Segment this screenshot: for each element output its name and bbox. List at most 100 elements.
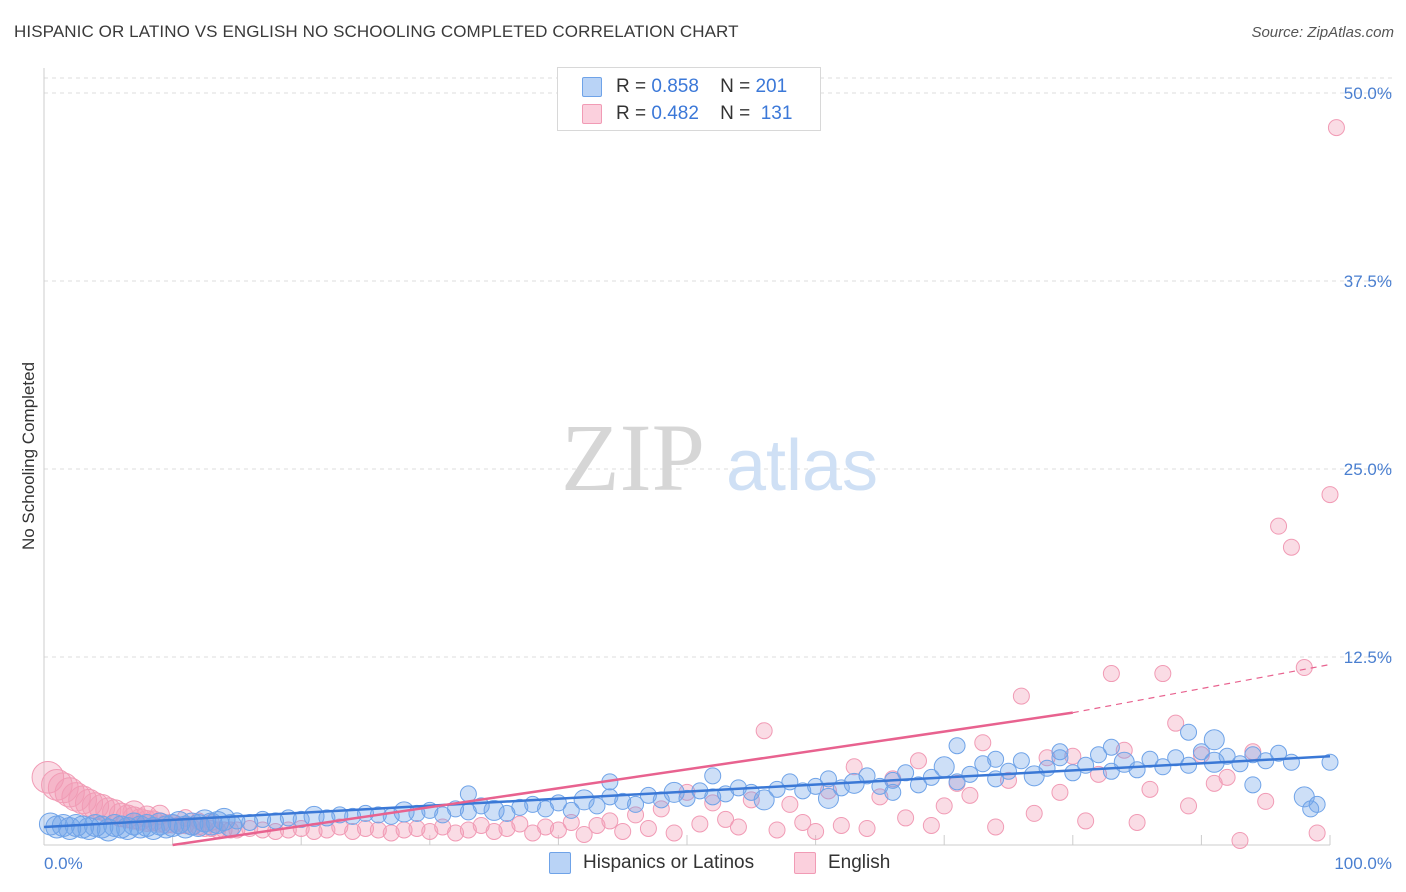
legend-r-value: 0.482 <box>651 103 699 124</box>
english-point <box>408 819 426 837</box>
english-point <box>974 734 992 752</box>
watermark: ZIP atlas <box>561 404 878 511</box>
english-point <box>1077 812 1095 830</box>
hispanic-point <box>562 801 580 819</box>
series-legend-blue-label: Hispanics or Latinos <box>583 852 755 873</box>
hispanic-point <box>987 750 1005 768</box>
english-point <box>639 819 657 837</box>
hispanic-point <box>961 765 979 783</box>
grid-lines <box>44 77 1392 658</box>
hispanic-point <box>974 755 992 773</box>
hispanic-point <box>704 767 722 785</box>
english-point <box>537 818 555 836</box>
hispanic-point <box>38 812 62 836</box>
hispanic-point <box>1321 753 1339 771</box>
english-point <box>511 815 529 833</box>
english-point <box>1128 813 1146 831</box>
hispanic-point <box>1218 747 1236 765</box>
hispanic-point <box>909 776 927 794</box>
english-point <box>1295 659 1313 677</box>
english-point <box>922 816 940 834</box>
hispanic-point <box>948 737 966 755</box>
hispanic-point <box>1244 776 1262 794</box>
hispanic-point <box>1012 752 1030 770</box>
blue-legend-swatch <box>549 852 571 874</box>
english-point <box>858 819 876 837</box>
hispanic-point <box>58 816 82 840</box>
english-point <box>88 794 116 821</box>
hispanic-point <box>122 812 146 836</box>
hispanic-point <box>292 810 310 828</box>
hispanic-point <box>704 788 722 806</box>
x-tick-label: 0.0% <box>44 854 83 873</box>
english-point <box>1102 665 1120 683</box>
hispanic-point <box>148 812 172 836</box>
english-point <box>665 824 683 842</box>
series-legend-blue[interactable]: Hispanics or Latinos <box>549 852 754 874</box>
english-point <box>421 822 439 840</box>
english-point <box>781 795 799 813</box>
english-point <box>755 722 773 740</box>
correlation-legend: R = 0.858 N = 201 R = 0.482 N = 131 <box>557 67 821 131</box>
hispanic-point <box>1192 743 1210 761</box>
y-axis-label: No Schooling Completed <box>19 362 38 550</box>
hispanic-point <box>1064 764 1082 782</box>
english-point <box>498 819 516 837</box>
english-point <box>601 812 619 830</box>
hispanic-point <box>588 797 606 815</box>
hispanic-point <box>1051 749 1069 767</box>
english-point <box>1282 538 1300 556</box>
hispanic-point <box>1000 762 1017 780</box>
hispanic-trend-line <box>43 755 1331 829</box>
watermark-atlas: atlas <box>726 426 878 506</box>
english-point <box>1064 747 1082 765</box>
english-point <box>1321 486 1339 504</box>
series-legend-pink[interactable]: English <box>794 852 890 874</box>
hispanic-point <box>1270 744 1288 762</box>
series-legend: Hispanics or Latinos English <box>0 852 1406 876</box>
english-point <box>331 818 349 836</box>
english-point <box>459 821 477 839</box>
hispanic-point <box>193 809 217 833</box>
english-point <box>1115 741 1133 759</box>
english-point <box>382 824 400 842</box>
legend-row-blue: R = 0.858 N = 201 <box>582 76 787 98</box>
chart-title: HISPANIC OR LATINO VS ENGLISH NO SCHOOLI… <box>14 22 739 41</box>
hispanic-point <box>858 767 876 785</box>
english-trend-line <box>172 711 1073 847</box>
blue-swatch <box>582 77 602 97</box>
english-point <box>987 818 1005 836</box>
legend-r-value: 0.858 <box>651 76 699 97</box>
pink-swatch <box>582 104 602 124</box>
english-point <box>729 818 747 836</box>
english-point <box>357 819 374 837</box>
axes <box>43 68 1331 846</box>
hispanic-point <box>627 795 645 813</box>
english-point <box>807 822 825 840</box>
legend-n-value: 201 <box>755 76 788 97</box>
english-point <box>588 816 606 834</box>
english-point <box>1051 783 1069 801</box>
english-point <box>562 813 580 831</box>
english-point <box>485 822 503 840</box>
hispanic-point <box>1308 795 1326 813</box>
english-point <box>897 809 915 827</box>
y-tick-label: 12.5% <box>1344 648 1392 667</box>
english-point <box>909 752 927 770</box>
hispanic-point <box>90 815 114 839</box>
english-point <box>1218 768 1236 786</box>
y-tick-label: 25.0% <box>1344 460 1392 479</box>
y-tick-label: 37.5% <box>1344 272 1392 291</box>
legend-n-label: N = <box>720 103 751 124</box>
legend-r-label: R = <box>616 103 647 124</box>
english-point <box>961 786 979 804</box>
legend-n-label: N = <box>720 76 751 97</box>
source-label: Source: ZipAtlas.com <box>1251 24 1394 41</box>
english-point <box>1025 804 1043 822</box>
pink-legend-swatch <box>794 852 816 874</box>
english-point <box>652 800 670 818</box>
hispanic-point <box>794 782 812 800</box>
hispanic-point <box>753 789 775 811</box>
hispanic-point <box>167 810 191 834</box>
